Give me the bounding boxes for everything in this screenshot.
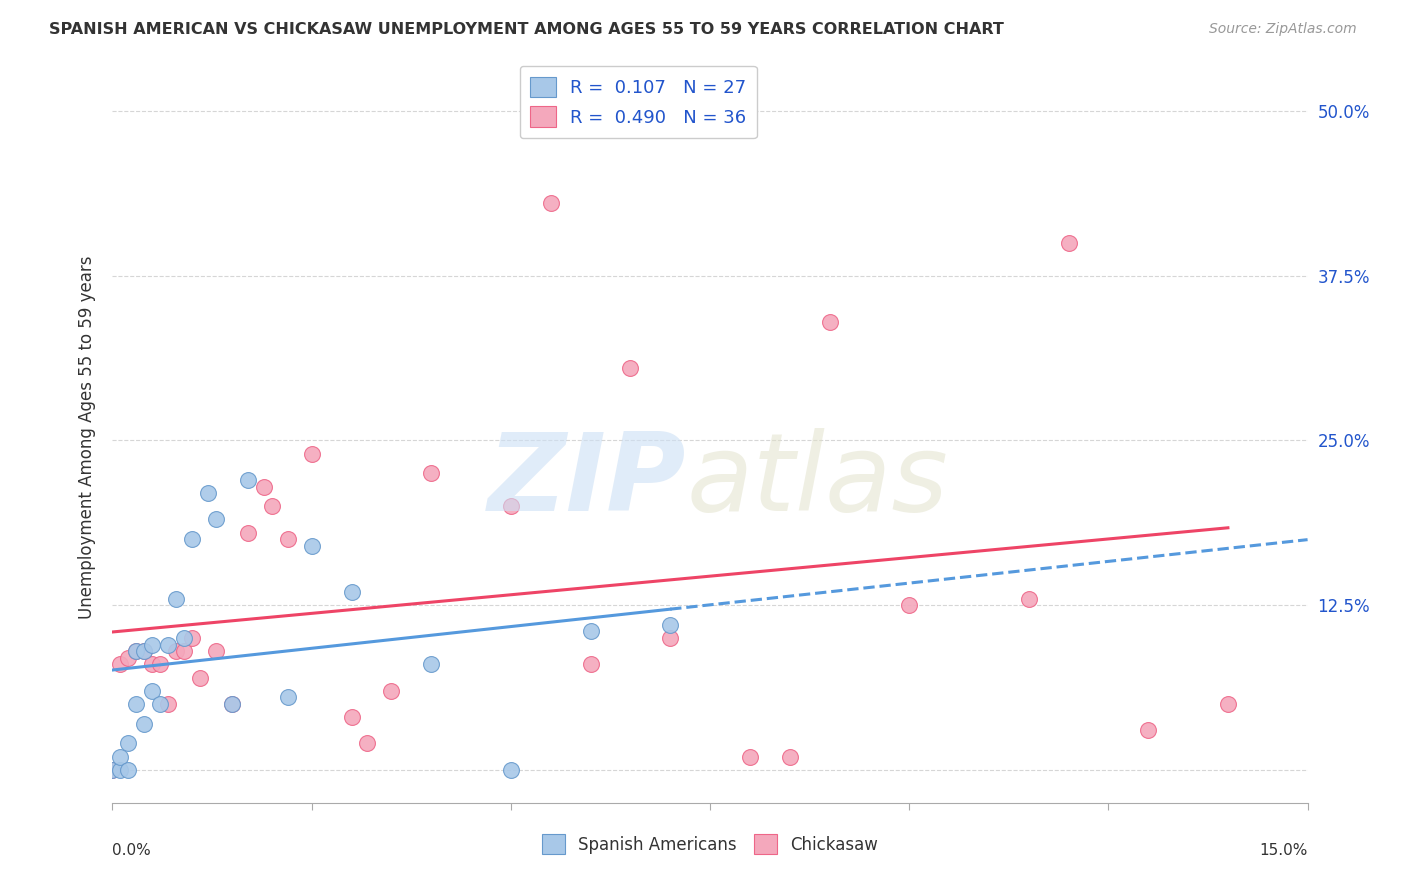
Y-axis label: Unemployment Among Ages 55 to 59 years: Unemployment Among Ages 55 to 59 years <box>77 255 96 619</box>
Point <box>1216 697 1239 711</box>
Text: 15.0%: 15.0% <box>1260 843 1308 858</box>
Point <box>1057 235 1080 250</box>
Point <box>1018 591 1040 606</box>
Text: Source: ZipAtlas.com: Source: ZipAtlas.com <box>1209 22 1357 37</box>
Point <box>301 539 323 553</box>
Point <box>101 763 124 777</box>
Point <box>125 697 148 711</box>
Point <box>181 631 204 645</box>
Point <box>110 749 132 764</box>
Point <box>141 657 163 672</box>
Point <box>236 473 259 487</box>
Point <box>141 638 163 652</box>
Point <box>499 500 522 514</box>
Point <box>619 360 641 375</box>
Point <box>173 631 195 645</box>
Point <box>165 591 187 606</box>
Point <box>420 467 443 481</box>
Point <box>221 697 243 711</box>
Point <box>134 644 156 658</box>
Point <box>110 657 132 672</box>
Point <box>157 697 180 711</box>
Point <box>659 618 682 632</box>
Point <box>579 657 602 672</box>
Point <box>253 479 276 493</box>
Point <box>277 533 299 547</box>
Text: ZIP: ZIP <box>488 428 686 534</box>
Text: atlas: atlas <box>686 428 948 533</box>
Text: 0.0%: 0.0% <box>112 843 152 858</box>
Point <box>125 644 148 658</box>
Point <box>260 500 283 514</box>
Point <box>134 644 156 658</box>
Point <box>540 196 562 211</box>
Point <box>134 716 156 731</box>
Point <box>779 749 801 764</box>
Point <box>738 749 761 764</box>
Point <box>181 533 204 547</box>
Point <box>301 446 323 460</box>
Point <box>236 525 259 540</box>
Point <box>380 683 402 698</box>
Point <box>340 585 363 599</box>
Legend: Spanish Americans, Chickasaw: Spanish Americans, Chickasaw <box>536 828 884 860</box>
Point <box>173 644 195 658</box>
Point <box>149 657 172 672</box>
Point <box>659 631 682 645</box>
Point <box>149 697 172 711</box>
Point <box>356 737 378 751</box>
Point <box>499 763 522 777</box>
Point <box>157 638 180 652</box>
Point <box>818 315 841 329</box>
Point <box>579 624 602 639</box>
Point <box>165 644 187 658</box>
Point <box>188 671 211 685</box>
Point <box>898 598 921 612</box>
Point <box>197 486 219 500</box>
Point <box>340 710 363 724</box>
Point <box>277 690 299 705</box>
Point <box>110 763 132 777</box>
Point <box>117 737 139 751</box>
Point <box>420 657 443 672</box>
Point <box>141 683 163 698</box>
Point <box>101 763 124 777</box>
Point <box>205 644 228 658</box>
Point <box>125 644 148 658</box>
Point <box>1137 723 1160 738</box>
Point <box>221 697 243 711</box>
Text: SPANISH AMERICAN VS CHICKASAW UNEMPLOYMENT AMONG AGES 55 TO 59 YEARS CORRELATION: SPANISH AMERICAN VS CHICKASAW UNEMPLOYME… <box>49 22 1004 37</box>
Point <box>117 650 139 665</box>
Point <box>205 512 228 526</box>
Point <box>117 763 139 777</box>
